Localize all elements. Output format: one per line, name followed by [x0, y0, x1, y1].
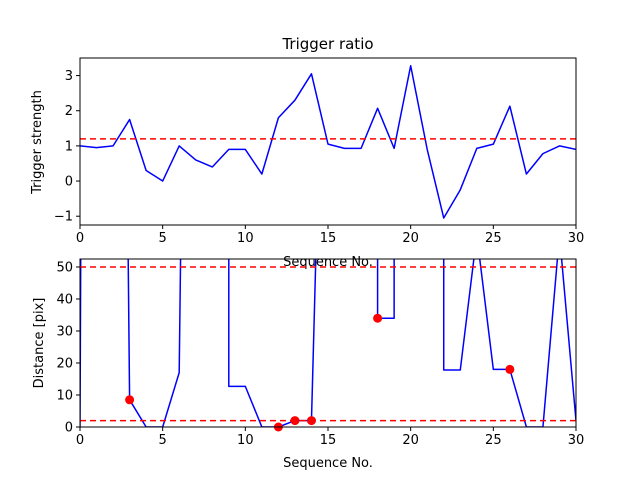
- top-ytick-label-3: 2: [65, 104, 73, 119]
- bottom-xtick-label-4: 20: [402, 433, 419, 448]
- bottom-ytick-label-0: 0: [65, 421, 73, 436]
- bottom-marker-4: [373, 313, 383, 323]
- top-ytick-label-4: 3: [65, 69, 73, 84]
- bottom-marker-3: [306, 416, 316, 426]
- top-xtick-label-6: 30: [568, 231, 585, 246]
- bottom-xtick-label-0: 0: [76, 433, 84, 448]
- bottom-axes: Distance [pix] Sequence No. 0 5 10 15 20 25 30…: [32, 258, 585, 471]
- bottom-ytick-label-3: 30: [56, 325, 73, 340]
- top-xtick-label-3: 15: [320, 231, 337, 246]
- top-axes: Trigger ratio Trigger strength Sequence …: [30, 35, 584, 270]
- bottom-marker-0: [125, 395, 135, 405]
- top-xtick-label-2: 10: [237, 231, 254, 246]
- top-xlabel: Sequence No.: [283, 255, 373, 270]
- bottom-xtick-label-6: 30: [568, 433, 585, 448]
- top-xtick-label-4: 20: [402, 231, 419, 246]
- bottom-xtick-label-1: 5: [159, 433, 167, 448]
- bottom-ytick-label-2: 20: [56, 357, 73, 372]
- bottom-marker-2: [290, 416, 300, 426]
- bottom-ytick-label-5: 50: [56, 261, 73, 276]
- bottom-ytick-label-1: 10: [56, 389, 73, 404]
- top-ytick-label-0: −1: [54, 210, 73, 225]
- bottom-xtick-label-3: 15: [320, 433, 337, 448]
- bottom-xlabel: Sequence No.: [283, 456, 373, 471]
- bottom-ytick-label-4: 40: [56, 293, 73, 308]
- chart-title: Trigger ratio: [281, 35, 373, 53]
- top-ytick-label-1: 0: [65, 175, 73, 190]
- bottom-ylabel: Distance [pix]: [32, 298, 47, 389]
- bottom-axes-frame: [79, 258, 577, 428]
- top-ylabel: Trigger strength: [30, 90, 45, 195]
- bottom-xtick-label-2: 10: [237, 433, 254, 448]
- top-xtick-label-5: 25: [485, 231, 502, 246]
- top-xtick-label-0: 0: [76, 231, 84, 246]
- bottom-xtick-label-5: 25: [485, 433, 502, 448]
- bottom-marker-5: [505, 364, 515, 374]
- top-ytick-label-2: 1: [65, 139, 73, 154]
- top-series-line-0: [80, 64, 576, 219]
- top-xtick-label-1: 5: [159, 231, 167, 246]
